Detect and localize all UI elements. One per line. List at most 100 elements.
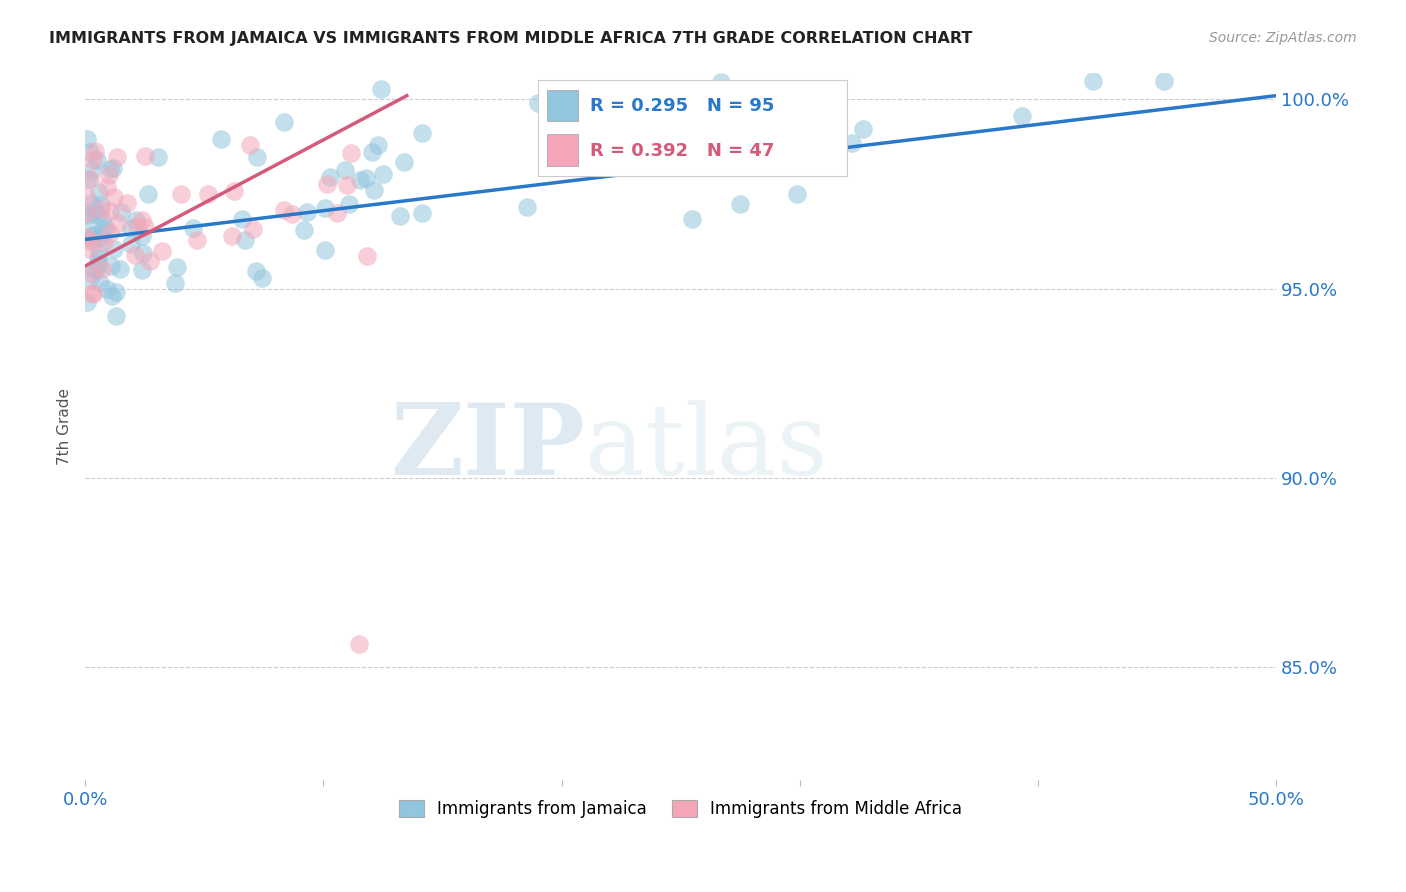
- Point: [107, 216, 129, 230]
- Point: [411, 206, 433, 220]
- Point: [83, 202, 105, 217]
- Point: [314, 201, 336, 215]
- Point: [75, 206, 97, 220]
- Point: [221, 228, 243, 243]
- Point: [131, 212, 153, 227]
- Point: [79, 234, 101, 248]
- Point: [231, 212, 253, 227]
- Point: [336, 178, 359, 192]
- Point: [337, 197, 360, 211]
- Point: [89, 276, 111, 290]
- Point: [138, 254, 160, 268]
- Point: [538, 92, 561, 106]
- Point: [388, 209, 411, 223]
- Point: [103, 243, 125, 257]
- Point: [80, 266, 103, 280]
- Point: [131, 229, 153, 244]
- Point: [101, 289, 124, 303]
- Text: Source: ZipAtlas.com: Source: ZipAtlas.com: [1209, 31, 1357, 45]
- Point: [79, 145, 101, 159]
- Point: [582, 115, 605, 129]
- Point: [1153, 73, 1175, 87]
- Point: [166, 260, 188, 275]
- Point: [354, 170, 377, 185]
- Point: [373, 168, 395, 182]
- Point: [136, 187, 159, 202]
- Point: [76, 295, 98, 310]
- Point: [246, 150, 269, 164]
- Point: [86, 208, 108, 222]
- Point: [562, 92, 585, 106]
- Point: [314, 243, 336, 257]
- Point: [786, 187, 808, 202]
- Point: [333, 162, 356, 177]
- Point: [169, 187, 191, 202]
- Point: [96, 282, 118, 296]
- Point: [586, 96, 609, 111]
- Text: ZIP: ZIP: [391, 400, 585, 496]
- Point: [100, 203, 122, 218]
- Point: [347, 637, 370, 651]
- Point: [852, 121, 875, 136]
- Point: [233, 233, 256, 247]
- Point: [125, 213, 148, 227]
- Point: [80, 162, 103, 177]
- Point: [273, 203, 295, 218]
- Point: [550, 92, 572, 106]
- Point: [292, 223, 315, 237]
- Y-axis label: 7th Grade: 7th Grade: [58, 388, 72, 465]
- Point: [90, 213, 112, 227]
- Point: [87, 251, 110, 265]
- Point: [79, 172, 101, 186]
- Point: [146, 151, 169, 165]
- Point: [87, 186, 110, 200]
- Point: [295, 205, 318, 219]
- Text: IMMIGRANTS FROM JAMAICA VS IMMIGRANTS FROM MIDDLE AFRICA 7TH GRADE CORRELATION C: IMMIGRANTS FROM JAMAICA VS IMMIGRANTS FR…: [49, 31, 973, 46]
- Point: [98, 226, 121, 240]
- Point: [80, 195, 103, 210]
- Point: [186, 233, 208, 247]
- Point: [115, 196, 138, 211]
- Point: [77, 172, 100, 186]
- Point: [105, 285, 128, 300]
- Point: [273, 114, 295, 128]
- Point: [100, 259, 122, 273]
- Legend: Immigrants from Jamaica, Immigrants from Middle Africa: Immigrants from Jamaica, Immigrants from…: [392, 794, 969, 825]
- Point: [557, 133, 579, 147]
- Point: [134, 149, 156, 163]
- Point: [841, 136, 863, 150]
- Point: [105, 150, 128, 164]
- Point: [593, 127, 616, 141]
- Point: [721, 123, 744, 137]
- Point: [91, 262, 114, 277]
- Point: [281, 207, 304, 221]
- Point: [108, 261, 131, 276]
- Point: [80, 207, 103, 221]
- Point: [93, 235, 115, 250]
- Point: [96, 179, 118, 194]
- Point: [614, 82, 637, 96]
- Point: [125, 219, 148, 233]
- Point: [120, 237, 142, 252]
- Point: [131, 263, 153, 277]
- Point: [349, 173, 371, 187]
- Point: [562, 96, 585, 111]
- Point: [87, 245, 110, 260]
- Point: [90, 202, 112, 216]
- Point: [681, 211, 703, 226]
- Point: [83, 262, 105, 277]
- Point: [84, 144, 107, 158]
- Point: [120, 220, 142, 235]
- Point: [82, 227, 104, 242]
- Point: [82, 153, 104, 168]
- Point: [150, 244, 173, 259]
- Point: [245, 264, 267, 278]
- Point: [79, 271, 101, 285]
- Point: [89, 198, 111, 212]
- Text: atlas: atlas: [585, 400, 828, 496]
- Point: [132, 246, 155, 260]
- Point: [356, 249, 378, 263]
- Point: [87, 257, 110, 271]
- Point: [574, 92, 596, 106]
- Point: [96, 221, 118, 235]
